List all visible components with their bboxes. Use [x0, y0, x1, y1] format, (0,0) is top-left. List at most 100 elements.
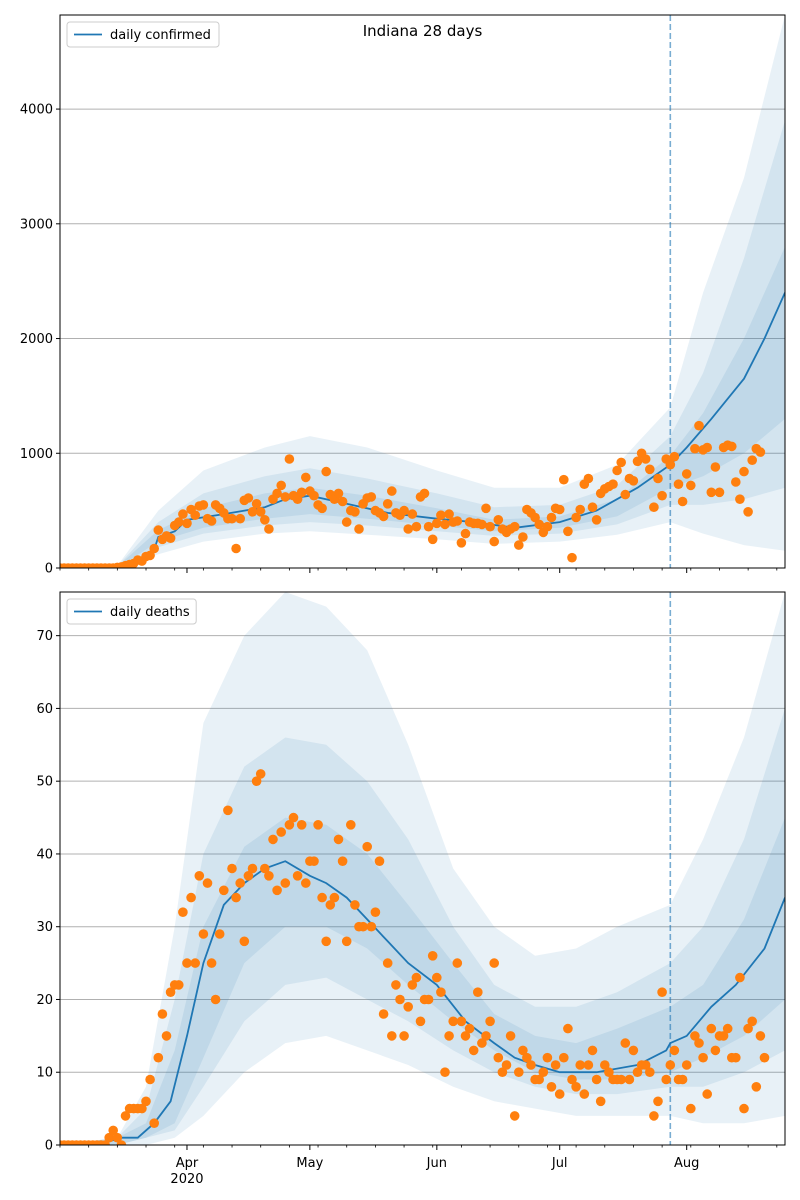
data-point: [145, 1074, 155, 1085]
data-point: [653, 473, 663, 484]
data-point: [645, 1067, 655, 1077]
data-point: [370, 907, 381, 917]
data-point: [776, 0, 786, 5]
data-point: [559, 1052, 569, 1063]
data-point: [366, 921, 377, 932]
data-point: [714, 487, 725, 498]
data-point: [341, 936, 352, 947]
data-point: [604, 1067, 614, 1077]
data-point: [440, 1067, 450, 1077]
data-point: [653, 1096, 663, 1107]
data-point: [640, 1060, 651, 1070]
y-tick-label: 60: [36, 702, 53, 717]
data-point: [501, 1060, 512, 1070]
data-point: [415, 1016, 426, 1027]
data-point: [391, 980, 401, 990]
data-point: [677, 1074, 688, 1085]
data-point: [616, 1074, 626, 1085]
data-point: [509, 521, 520, 532]
data-point: [747, 455, 757, 466]
data-point: [227, 513, 237, 524]
data-point: [432, 518, 442, 529]
data-point: [235, 878, 245, 888]
data-point: [387, 486, 397, 496]
data-point: [321, 936, 332, 947]
data-point: [731, 1052, 741, 1063]
data-point: [739, 466, 749, 477]
data-point: [395, 994, 405, 1005]
data-point: [243, 493, 254, 503]
data-point: [657, 987, 667, 997]
y-tick-label: 3000: [20, 217, 53, 232]
data-point: [194, 871, 205, 881]
data-point: [768, 0, 778, 5]
data-point: [251, 776, 262, 786]
data-point: [153, 1052, 164, 1063]
data-point: [198, 500, 209, 510]
data-point: [563, 1023, 573, 1034]
data-point: [104, 1132, 114, 1143]
data-point: [403, 524, 414, 534]
median-line: [60, 860, 785, 1145]
x-tick-label: Aug: [674, 1156, 699, 1171]
data-point: [546, 512, 557, 523]
data-point: [276, 480, 287, 491]
data-point: [149, 1118, 159, 1128]
chart-title: Indiana 28 days: [363, 22, 483, 40]
data-point: [706, 1023, 717, 1034]
data-point: [309, 490, 319, 501]
data-point: [583, 1060, 594, 1070]
data-point: [567, 1074, 577, 1085]
data-point: [722, 1023, 733, 1034]
data-point: [657, 490, 667, 501]
data-point: [600, 1060, 610, 1070]
data-point: [145, 550, 155, 561]
data-point: [669, 1045, 680, 1056]
data-point: [247, 507, 258, 517]
data-point: [534, 1074, 544, 1085]
data-point: [583, 473, 594, 484]
data-point: [317, 892, 327, 903]
data-point: [444, 1031, 454, 1041]
data-point: [690, 443, 700, 454]
data-point: [141, 1096, 151, 1107]
data-point: [407, 980, 418, 990]
data-point: [247, 863, 258, 874]
data-point: [264, 524, 274, 534]
data-point: [399, 1031, 409, 1041]
data-point: [710, 1045, 721, 1056]
data-point: [436, 510, 446, 520]
data-point: [669, 451, 680, 462]
data-point: [649, 502, 659, 512]
data-point: [333, 488, 344, 499]
data-point: [612, 465, 622, 476]
data-point: [374, 856, 385, 866]
y-tick-label: 10: [36, 1066, 53, 1081]
data-point: [735, 972, 745, 983]
data-point: [477, 519, 487, 530]
data-point: [681, 1060, 692, 1070]
data-point: [497, 1067, 508, 1077]
data-point: [567, 552, 577, 563]
data-point: [518, 532, 528, 542]
data-point: [444, 509, 454, 519]
data-point: [284, 820, 295, 830]
data-point: [186, 892, 196, 903]
data-point: [276, 827, 287, 837]
data-point: [427, 951, 438, 961]
data-point: [337, 856, 348, 866]
data-point: [432, 972, 442, 983]
data-point: [464, 1023, 475, 1034]
y-tick-label: 30: [36, 920, 53, 935]
data-point: [116, 1140, 127, 1145]
y-tick-label: 70: [36, 629, 53, 644]
data-point: [759, 1052, 770, 1063]
axes-frame: [59, 14, 786, 569]
legend: daily confirmed: [66, 21, 220, 48]
data-point: [587, 502, 598, 512]
data-point: [645, 464, 655, 475]
data-point: [268, 834, 278, 845]
y-tick-label: 0: [45, 1139, 53, 1154]
